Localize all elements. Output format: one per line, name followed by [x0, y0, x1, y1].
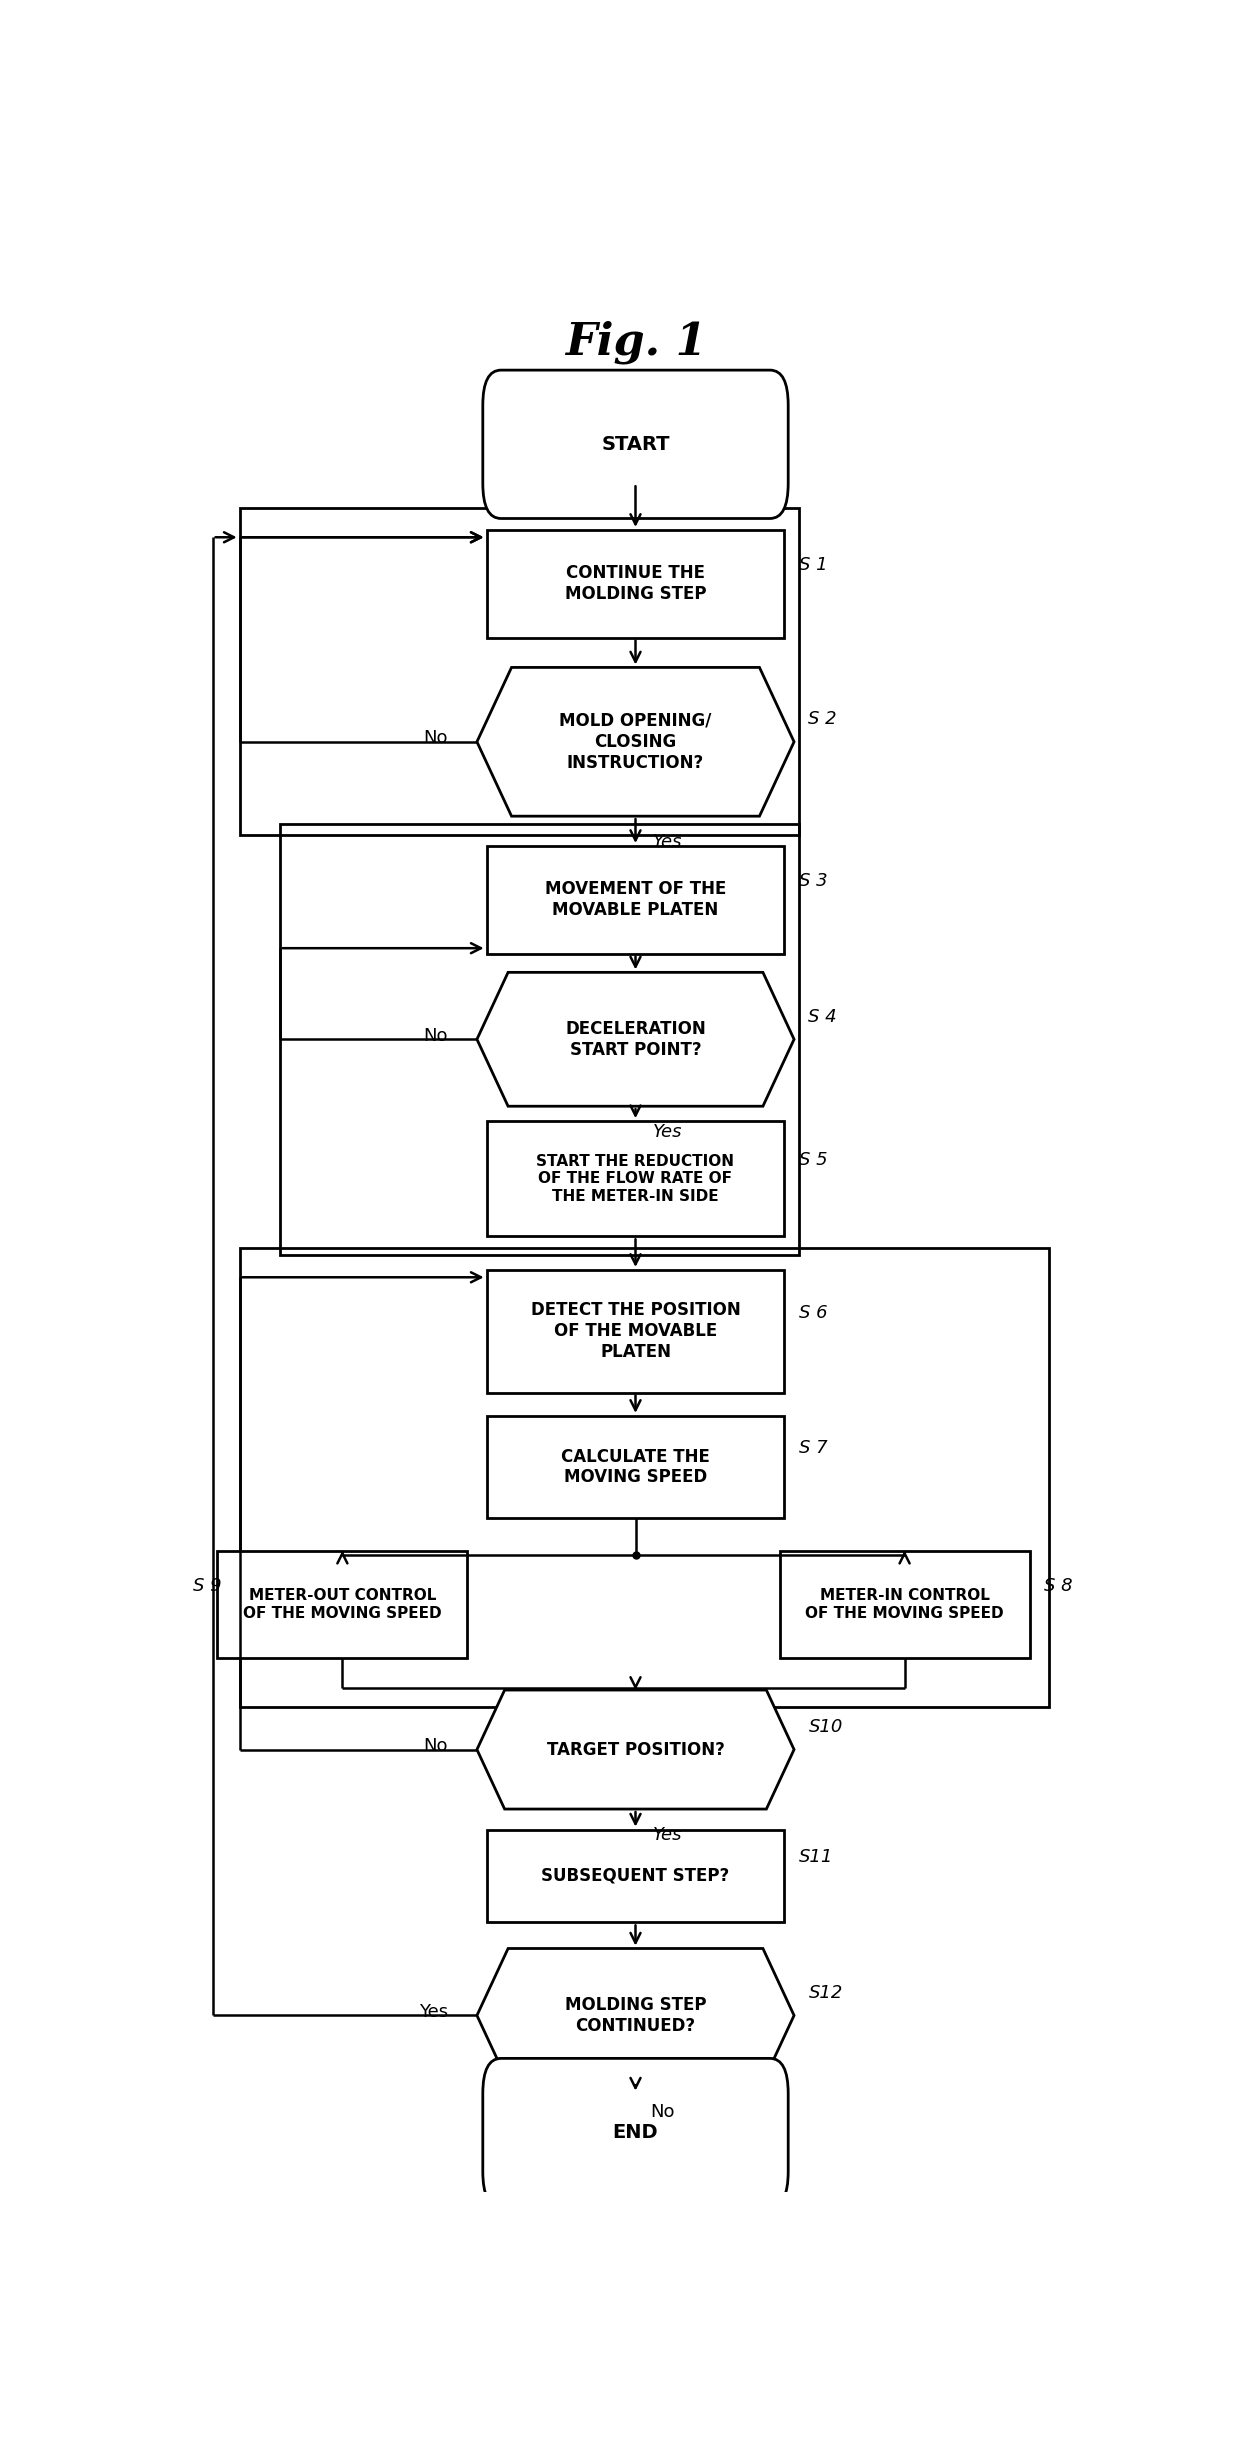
Text: Yes: Yes — [652, 832, 682, 852]
Polygon shape — [477, 973, 794, 1106]
Text: No: No — [424, 1027, 448, 1044]
Bar — [486, 1271, 785, 1392]
Text: S 3: S 3 — [799, 872, 827, 889]
Text: S 9: S 9 — [193, 1576, 222, 1596]
Text: METER-IN CONTROL
OF THE MOVING SPEED: METER-IN CONTROL OF THE MOVING SPEED — [805, 1589, 1004, 1621]
Text: MOVEMENT OF THE
MOVABLE PLATEN: MOVEMENT OF THE MOVABLE PLATEN — [544, 879, 727, 919]
Text: CALCULATE THE
MOVING SPEED: CALCULATE THE MOVING SPEED — [560, 1448, 711, 1485]
Polygon shape — [477, 667, 794, 815]
Text: No: No — [424, 1736, 448, 1754]
Text: Yes: Yes — [652, 1123, 682, 1140]
Text: Fig. 1: Fig. 1 — [564, 320, 707, 365]
Text: START THE REDUCTION
OF THE FLOW RATE OF
THE METER-IN SIDE: START THE REDUCTION OF THE FLOW RATE OF … — [537, 1153, 734, 1204]
Text: S 7: S 7 — [799, 1438, 827, 1458]
Text: METER-OUT CONTROL
OF THE MOVING SPEED: METER-OUT CONTROL OF THE MOVING SPEED — [243, 1589, 441, 1621]
Text: No: No — [424, 729, 448, 746]
Bar — [486, 1121, 785, 1236]
Text: S10: S10 — [808, 1719, 843, 1736]
Text: S 8: S 8 — [1044, 1576, 1073, 1596]
Bar — [486, 530, 785, 638]
Bar — [280, 823, 799, 1256]
Text: S 4: S 4 — [808, 1007, 837, 1027]
Text: DECELERATION
START POINT?: DECELERATION START POINT? — [565, 1020, 706, 1059]
Bar — [486, 1830, 785, 1924]
Text: CONTINUE THE
MOLDING STEP: CONTINUE THE MOLDING STEP — [564, 564, 707, 603]
Polygon shape — [477, 1948, 794, 2081]
Text: Yes: Yes — [652, 1825, 682, 1845]
Text: MOLDING STEP
CONTINUED?: MOLDING STEP CONTINUED? — [564, 1995, 707, 2034]
FancyBboxPatch shape — [482, 369, 789, 520]
Bar — [239, 1249, 1049, 1707]
Bar — [486, 845, 785, 953]
Text: No: No — [650, 2103, 675, 2121]
Bar — [486, 1416, 785, 1517]
FancyBboxPatch shape — [482, 2059, 789, 2207]
Text: S11: S11 — [799, 1847, 833, 1867]
Text: S 5: S 5 — [799, 1150, 827, 1170]
Text: START: START — [601, 436, 670, 453]
Text: DETECT THE POSITION
OF THE MOVABLE
PLATEN: DETECT THE POSITION OF THE MOVABLE PLATE… — [531, 1300, 740, 1362]
Text: END: END — [613, 2123, 658, 2143]
Bar — [217, 1552, 467, 1658]
Text: MOLD OPENING/
CLOSING
INSTRUCTION?: MOLD OPENING/ CLOSING INSTRUCTION? — [559, 712, 712, 771]
Polygon shape — [477, 1690, 794, 1808]
Text: S12: S12 — [808, 1985, 843, 2002]
Text: S 1: S 1 — [799, 557, 827, 574]
Bar — [780, 1552, 1029, 1658]
Text: S 6: S 6 — [799, 1303, 827, 1323]
Text: SUBSEQUENT STEP?: SUBSEQUENT STEP? — [542, 1867, 729, 1884]
Text: S 2: S 2 — [808, 709, 837, 729]
Text: TARGET POSITION?: TARGET POSITION? — [547, 1741, 724, 1759]
Text: Yes: Yes — [419, 2002, 448, 2020]
Bar — [239, 507, 799, 835]
